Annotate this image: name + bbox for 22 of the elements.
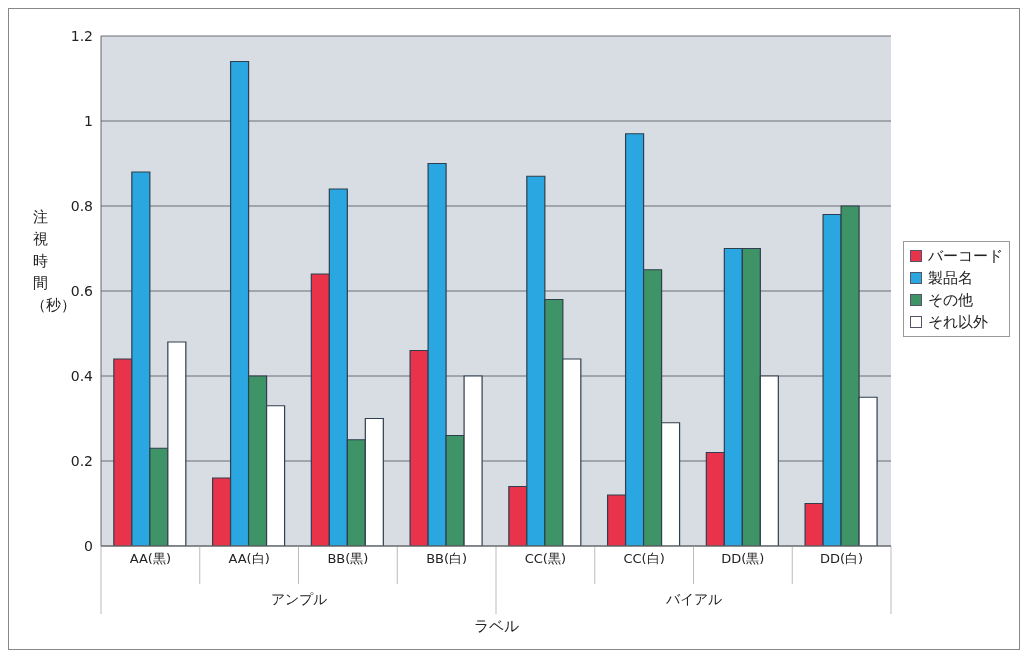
x-axis-title: ラベル [473, 617, 519, 635]
y-tick-label: 0.8 [70, 197, 93, 214]
x-tick-label: BB(白) [426, 551, 468, 567]
x-tick-label: DD(黒) [721, 551, 765, 567]
legend-label: バーコード [928, 246, 1003, 267]
x-tick-label: AA(白) [228, 551, 270, 567]
y-tick-label: 0.4 [70, 367, 94, 384]
text: バイアル [664, 591, 722, 607]
x-tick-label: AA(黒) [129, 551, 172, 567]
legend-label: 製品名 [928, 268, 973, 289]
x-tick-label: BB(黒) [327, 551, 369, 567]
y-tick-label: 1.2 [70, 27, 93, 44]
x-tick-label: CC(白) [623, 551, 665, 567]
y-tick-label: 0 [84, 537, 93, 554]
x-tick-label: CC(黒) [524, 551, 567, 567]
text: アンプル [270, 591, 327, 607]
y-tick-label: 1 [84, 112, 93, 129]
legend-label: それ以外 [928, 312, 988, 333]
legend-label: その他 [928, 290, 973, 311]
x-tick-label: DD(白) [820, 551, 864, 567]
y-tick-label: 0.2 [70, 452, 93, 469]
y-tick-label: 0.6 [70, 282, 94, 299]
